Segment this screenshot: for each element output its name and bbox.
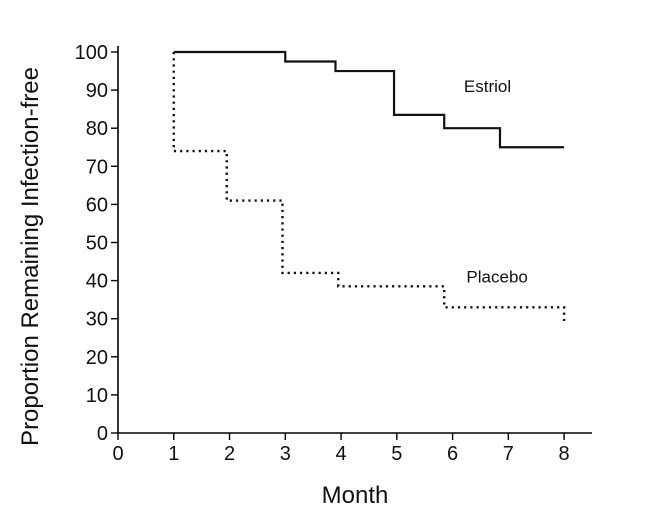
- y-tick-label: 20: [86, 347, 108, 369]
- series-line-placebo: [172, 52, 566, 323]
- axes: [117, 46, 592, 434]
- x-tick-label: 5: [391, 443, 402, 465]
- x-tick-label: 2: [224, 443, 235, 465]
- y-tick-label: 50: [86, 233, 108, 255]
- series-label-estriol: Estriol: [464, 77, 511, 96]
- y-tick-label: 60: [86, 194, 108, 216]
- y-tick-label: 30: [86, 309, 108, 331]
- y-tick-label: 90: [86, 80, 108, 102]
- y-tick-label: 10: [86, 385, 108, 407]
- series-labels: Estriol Placebo: [464, 77, 528, 287]
- x-tick-label: 6: [447, 443, 458, 465]
- x-tick-label: 7: [503, 443, 514, 465]
- y-tick-label: 80: [86, 118, 108, 140]
- y-tick-label: 100: [75, 42, 108, 64]
- series-label-placebo: Placebo: [466, 268, 527, 287]
- series-lines: [172, 50, 566, 323]
- y-tick-label: 70: [86, 156, 108, 178]
- x-axis-title: Month: [322, 482, 389, 509]
- x-tick-label: 0: [112, 443, 123, 465]
- y-tick-label: 0: [97, 423, 108, 445]
- x-tick-label: 4: [335, 443, 346, 465]
- x-tick-label: 3: [280, 443, 291, 465]
- x-tick-label: 8: [559, 443, 570, 465]
- x-tick-label: 1: [168, 443, 179, 465]
- y-axis-title: Proportion Remaining Infection-free: [17, 67, 44, 446]
- y-tick-label: 40: [86, 271, 108, 293]
- series-line-estriol: [173, 50, 565, 149]
